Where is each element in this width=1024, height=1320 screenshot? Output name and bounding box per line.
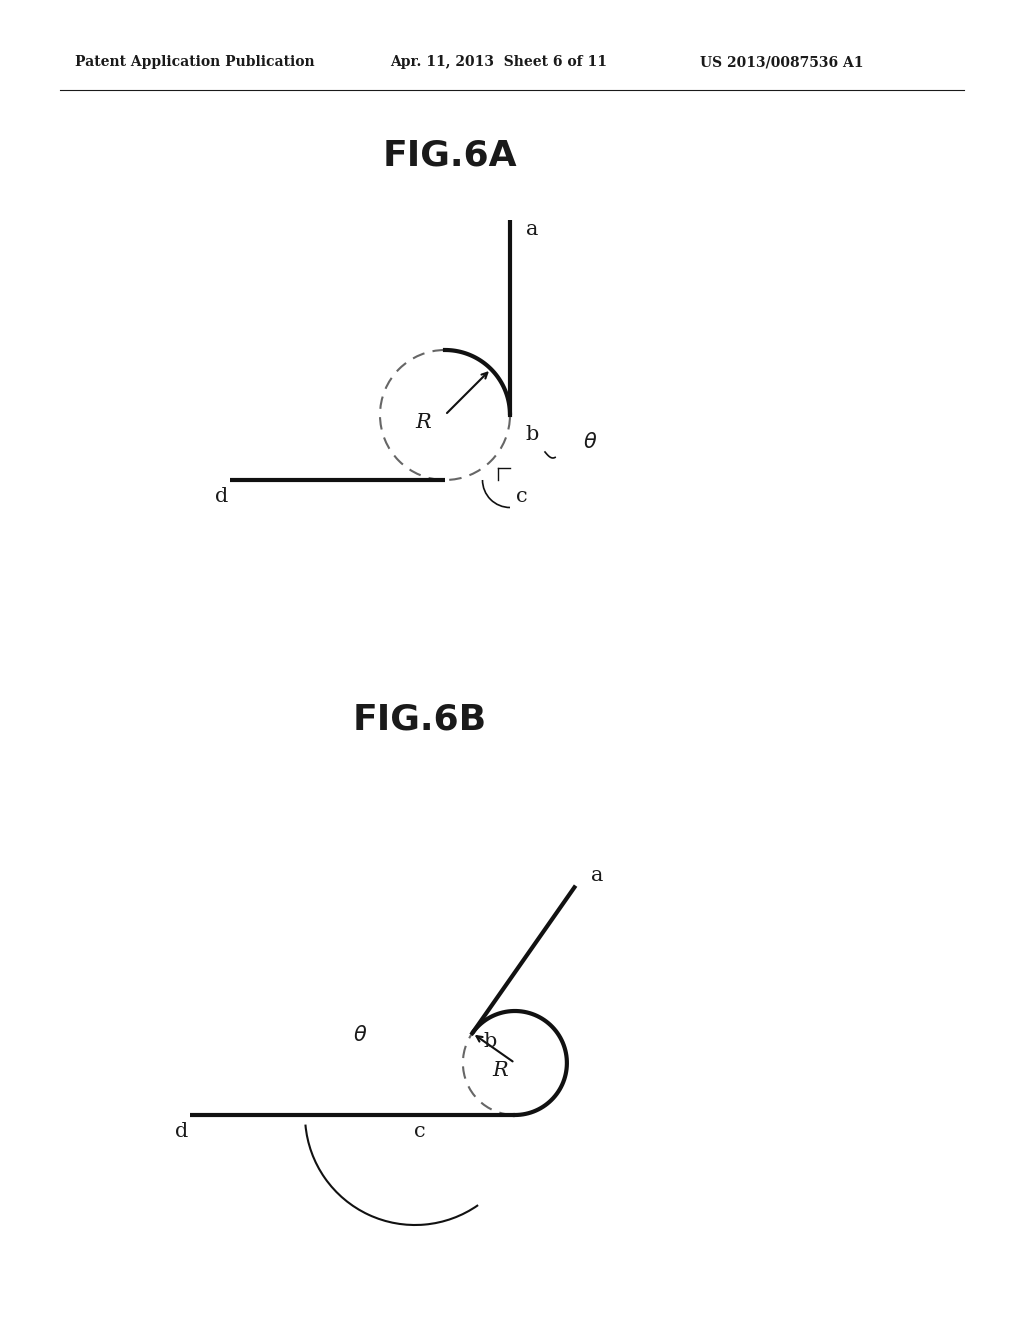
Text: FIG.6B: FIG.6B: [353, 704, 487, 737]
Text: b: b: [483, 1032, 497, 1051]
Text: a: a: [525, 220, 539, 239]
Text: b: b: [525, 425, 539, 444]
Text: Patent Application Publication: Patent Application Publication: [75, 55, 314, 69]
Text: d: d: [215, 487, 228, 506]
Text: FIG.6A: FIG.6A: [383, 139, 517, 172]
Text: US 2013/0087536 A1: US 2013/0087536 A1: [700, 55, 863, 69]
Text: $\theta$: $\theta$: [583, 432, 597, 451]
Text: R: R: [492, 1061, 508, 1081]
Text: d: d: [175, 1122, 188, 1140]
Text: c: c: [516, 487, 527, 506]
Text: Apr. 11, 2013  Sheet 6 of 11: Apr. 11, 2013 Sheet 6 of 11: [390, 55, 607, 69]
Text: R: R: [415, 413, 431, 433]
Text: a: a: [592, 866, 604, 884]
Text: $\theta$: $\theta$: [353, 1026, 368, 1045]
Text: c: c: [414, 1122, 426, 1140]
